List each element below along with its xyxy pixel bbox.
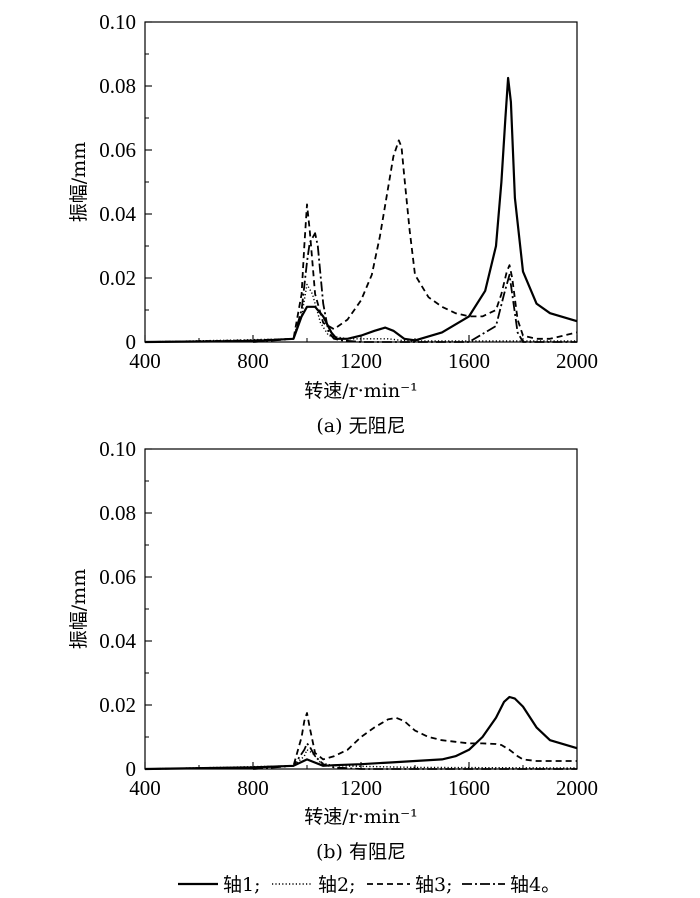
legend-label: 轴2; xyxy=(318,874,356,896)
tick-labels: 400 800 1200 1600 2000 0 0.02 0.04 0.06 0.08 0.10 xyxy=(99,437,598,800)
y-tick-label: 0 xyxy=(126,330,137,354)
series-line-dotted xyxy=(144,283,577,343)
y-tick-label: 0.10 xyxy=(99,437,136,461)
series-line-dotted xyxy=(144,749,578,770)
x-tick-label: 400 xyxy=(129,776,161,800)
y-tick-label: 0.02 xyxy=(99,693,136,717)
legend-label: 轴4。 xyxy=(510,874,560,896)
series-line-dashed xyxy=(144,139,578,343)
series-line-dashed xyxy=(144,712,577,770)
x-tick-label: 1600 xyxy=(448,349,490,373)
y-tick-label: 0.06 xyxy=(99,138,136,162)
y-tick-label: 0.04 xyxy=(99,202,136,226)
x-tick-label: 1200 xyxy=(340,776,382,800)
y-tick-label: 0 xyxy=(126,757,137,781)
legend-label: 轴3; xyxy=(415,874,453,896)
panel-caption: (b) 有阻尼 xyxy=(316,841,406,863)
chart-panel-b: 400 800 1200 1600 200000.020.040.060.080.10 … xyxy=(68,437,598,863)
series-layer xyxy=(144,695,578,771)
legend: 轴1; 轴2; 轴3; 轴4。 xyxy=(178,874,560,896)
x-tick-label: 1600 xyxy=(448,776,490,800)
y-tick-label: 0.02 xyxy=(99,266,136,290)
axis-ticks xyxy=(144,448,578,770)
x-tick-label: 800 xyxy=(237,776,269,800)
series-line-solid xyxy=(144,695,578,771)
x-tick-label: 800 xyxy=(237,349,269,373)
x-axis-title: 转速/r·min⁻¹ xyxy=(304,806,418,828)
series-line-dashdot xyxy=(252,742,577,770)
y-tick-label: 0.10 xyxy=(99,10,136,34)
y-tick-label: 0.08 xyxy=(99,501,136,525)
y-axis-title: 振幅/mm xyxy=(68,142,90,222)
series-line-dashdot xyxy=(252,232,577,343)
x-tick-label: 2000 xyxy=(556,776,598,800)
y-tick-label: 0.06 xyxy=(99,565,136,589)
series-line-solid xyxy=(144,76,578,344)
x-tick-label: 1200 xyxy=(340,349,382,373)
chart-panel-a: 400 800 1200 1600 200000.020.040.060.080.10 … xyxy=(68,10,598,437)
tick-labels: 400 800 1200 1600 2000 0 0.02 0.04 0.06 0.08 0.10 xyxy=(99,10,598,373)
legend-label: 轴1; xyxy=(223,874,261,896)
y-axis-title: 振幅/mm xyxy=(68,569,90,649)
series-layer xyxy=(144,76,578,344)
x-tick-label: 400 xyxy=(129,349,161,373)
x-tick-label: 2000 xyxy=(556,349,598,373)
x-axis-title: 转速/r·min⁻¹ xyxy=(304,380,418,402)
y-tick-label: 0.08 xyxy=(99,74,136,98)
y-tick-label: 0.04 xyxy=(99,629,136,653)
panel-caption: (a) 无阻尼 xyxy=(316,415,405,437)
